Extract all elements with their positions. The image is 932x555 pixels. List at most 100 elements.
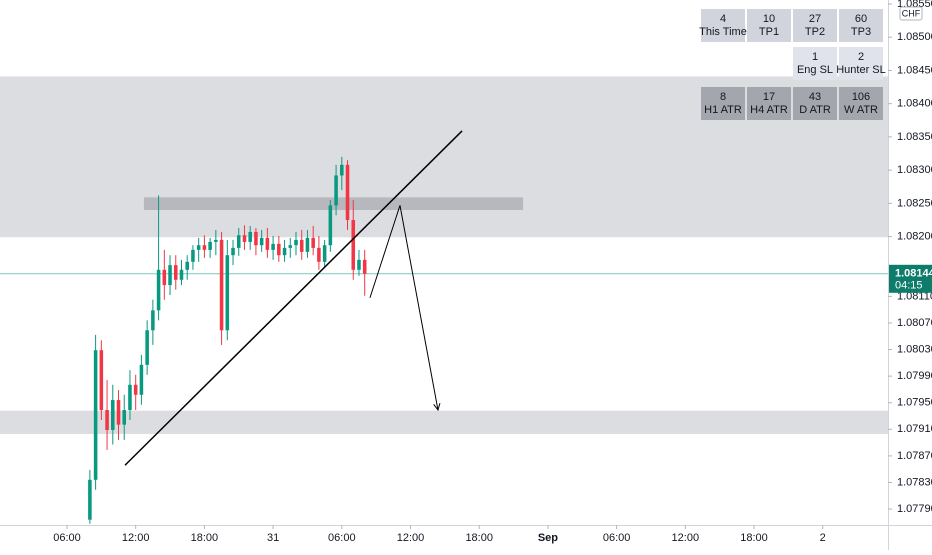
- y-tick-label: 1.08110: [897, 290, 932, 302]
- candle-body: [208, 241, 212, 250]
- cell-value: 17: [763, 91, 775, 103]
- candle-body: [93, 350, 98, 480]
- candle-body: [196, 245, 201, 250]
- x-tick-label: Sep: [538, 532, 558, 544]
- cell-label: Hunter SL: [836, 64, 886, 76]
- candle-body: [111, 400, 115, 430]
- candle-body: [139, 364, 144, 395]
- candle-body: [202, 245, 207, 250]
- y-tick-label: 1.07830: [897, 476, 932, 488]
- cell-bg: [701, 9, 745, 42]
- cell-label: D ATR: [799, 104, 831, 116]
- cell-value: 60: [855, 13, 867, 25]
- cell-value: 8: [720, 91, 726, 103]
- cell-bg: [793, 9, 837, 42]
- x-tick-label: 18:00: [465, 532, 493, 544]
- candle-body: [133, 384, 138, 395]
- candle-body: [231, 247, 235, 256]
- cell-value: 4: [720, 13, 726, 25]
- cell-label: This Time: [699, 26, 747, 38]
- cell-value: 27: [809, 13, 821, 25]
- candle-body: [173, 265, 178, 280]
- x-tick-label: 12:00: [397, 532, 425, 544]
- y-tick-label: 1.07950: [897, 397, 932, 409]
- candle-body: [105, 410, 109, 430]
- y-tick-label: 1.08450: [897, 64, 932, 76]
- candle-body: [277, 243, 281, 256]
- candle-body: [248, 231, 252, 242]
- candle-body: [340, 164, 344, 176]
- y-tick-label: 1.08400: [897, 98, 932, 110]
- axes: 1.08550 1.08500 1.08450 1.08400 1.08350 1.083…: [53, 0, 932, 544]
- x-tick-label: 18:00: [191, 532, 219, 544]
- candle-body: [168, 265, 172, 286]
- x-tick-label: 12:00: [672, 532, 700, 544]
- y-tick-label: 1.08070: [897, 317, 932, 329]
- last-price-box: [889, 264, 932, 293]
- candle-body: [225, 255, 230, 331]
- candle-body: [191, 249, 195, 262]
- candle-body: [128, 384, 132, 411]
- candle-body: [299, 239, 304, 252]
- cell-bg: [701, 87, 745, 120]
- x-tick-label: 06:00: [603, 532, 631, 544]
- candle-body: [317, 247, 321, 262]
- candle-body: [345, 164, 350, 220]
- candle-body: [288, 245, 293, 248]
- cell-label: H1 ATR: [704, 104, 742, 116]
- currency-label: CHF: [902, 8, 921, 18]
- cell-label: H4 ATR: [750, 104, 788, 116]
- cell-bg: [839, 47, 883, 80]
- x-tick-label: 06:00: [53, 532, 81, 544]
- candle-body: [179, 269, 184, 280]
- x-tick-label: 2: [820, 532, 826, 544]
- candle-body: [122, 410, 127, 425]
- y-tick-label: 1.08550: [897, 0, 932, 10]
- cell-label: TP1: [759, 26, 779, 38]
- candle-body: [116, 400, 121, 425]
- y-tick-label: 1.07990: [897, 370, 932, 382]
- cell-label: TP3: [851, 26, 871, 38]
- candle-body: [145, 330, 149, 365]
- plot-area: [0, 76, 888, 524]
- cell-bg: [839, 9, 883, 42]
- candle-body: [294, 239, 298, 246]
- candle-body: [322, 245, 327, 262]
- candle-body: [219, 239, 224, 331]
- candle-body: [162, 269, 167, 286]
- cell-bg: [839, 87, 883, 120]
- last-price-label: 1.08144: [895, 268, 932, 280]
- candle-body: [305, 237, 310, 252]
- currency-badge: [899, 6, 923, 21]
- cell-bg: [747, 87, 791, 120]
- candle-body: [334, 175, 338, 206]
- y-tick-label: 1.08350: [897, 131, 932, 143]
- cell-bg: [747, 9, 791, 42]
- cell-value: 1: [812, 51, 818, 63]
- x-tick-label: 12:00: [122, 532, 150, 544]
- table-cell: 8H1 ATR: [701, 87, 745, 120]
- candle-body: [185, 261, 189, 270]
- price-zone: [0, 410, 888, 434]
- candle-body: [156, 269, 161, 311]
- candle-body: [88, 479, 92, 520]
- candle-body: [271, 243, 275, 250]
- candle-body: [236, 235, 241, 248]
- x-tick-label: 31: [267, 532, 279, 544]
- trend-line: [124, 130, 463, 466]
- candle-body: [282, 247, 287, 256]
- cell-label: TP2: [805, 26, 825, 38]
- candle-body: [357, 259, 361, 270]
- price-zone: [143, 197, 524, 210]
- candle-body: [214, 239, 218, 242]
- cell-bg: [793, 87, 837, 120]
- cell-bg: [793, 47, 837, 80]
- candle-body: [362, 259, 367, 274]
